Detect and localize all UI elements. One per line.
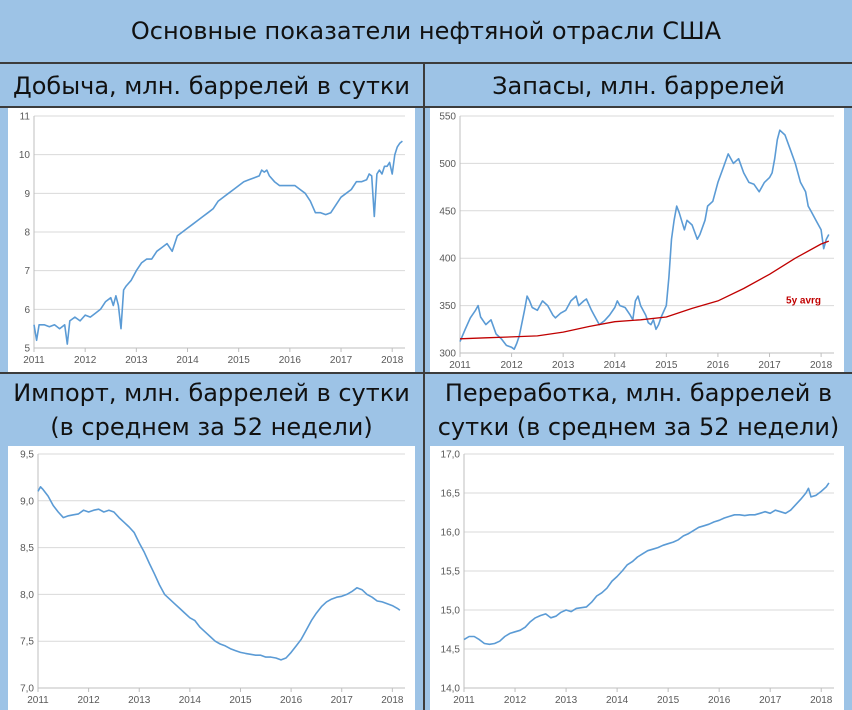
- chart-svg: 14,0 14,5 15,0 15,5 16,0 16,5 17,0 2011 2012 2013…: [441, 450, 834, 706]
- y-tick-label: 14,0: [441, 684, 461, 695]
- y-tick-label: 9,5: [20, 450, 34, 461]
- y-tick-label: 8,0: [20, 590, 34, 601]
- x-tick-label: 2017: [759, 695, 782, 706]
- x-tick-label: 2015: [228, 355, 251, 366]
- x-tick-label: 2017: [330, 355, 353, 366]
- y-tick-label: 15,0: [441, 606, 461, 617]
- x-tick-label: 2017: [331, 695, 354, 706]
- header-production: Добыча, млн. баррелей в сутки: [0, 64, 423, 108]
- y-tick-label: 16,5: [441, 489, 461, 500]
- chart-svg: 7,0 7,5 8,0 8,5 9,0 9,5 2011 2012 2013 2014 2015 20…: [20, 450, 405, 706]
- x-tick-label: 2018: [810, 360, 833, 371]
- x-tick-label: 2014: [606, 695, 629, 706]
- header-stocks-text: Запасы, млн. баррелей: [492, 72, 785, 100]
- x-tick-label: 2014: [179, 695, 202, 706]
- y-tick-label: 300: [439, 349, 456, 360]
- y-tick-label: 16,0: [441, 528, 461, 539]
- chart-svg: 300 350 400 450 500 550 2011 2012 2013 2014 2015 20…: [439, 112, 834, 371]
- chart-stocks: 300 350 400 450 500 550 2011 2012 2013 2014 2015 20…: [430, 108, 844, 372]
- annotation-5y-avrg: 5y avrg: [786, 296, 821, 307]
- x-tick-label: 2011: [23, 355, 45, 366]
- chart-production: 5 6 7 8 9 10 11 2011 2012 2013 2014 2015 2016 2017 201…: [8, 108, 415, 372]
- x-tick-label: 2012: [77, 695, 100, 706]
- x-tick-label: 2018: [381, 695, 404, 706]
- y-tick-label: 550: [439, 112, 456, 123]
- x-tick-label: 2013: [555, 695, 578, 706]
- y-tick-label: 11: [20, 112, 31, 123]
- header-refining-text: Переработка, млн. баррелей в сутки (в ср…: [437, 379, 840, 441]
- x-tick-label: 2011: [449, 360, 471, 371]
- header-imports-text: Импорт, млн. баррелей в сутки (в среднем…: [13, 379, 410, 441]
- x-tick-label: 2013: [128, 695, 151, 706]
- y-tick-label: 15,5: [441, 567, 461, 578]
- page-title: Основные показатели нефтяной отрасли США: [130, 17, 722, 45]
- page-title-bar: Основные показатели нефтяной отрасли США: [0, 0, 852, 64]
- y-tick-label: 500: [439, 159, 456, 170]
- x-tick-label: 2017: [758, 360, 781, 371]
- x-tick-label: 2012: [504, 695, 527, 706]
- chart-imports: 7,0 7,5 8,0 8,5 9,0 9,5 2011 2012 2013 2014 2015 20…: [8, 446, 415, 710]
- header-stocks: Запасы, млн. баррелей: [425, 64, 852, 108]
- y-tick-label: 7: [24, 266, 30, 277]
- header-refining: Переработка, млн. баррелей в сутки (в ср…: [425, 374, 852, 446]
- x-tick-label: 2016: [707, 360, 730, 371]
- y-tick-label: 7,5: [20, 637, 34, 648]
- x-tick-label: 2011: [453, 695, 475, 706]
- y-tick-label: 400: [439, 254, 456, 265]
- y-tick-label: 5: [24, 344, 30, 355]
- y-tick-label: 14,5: [441, 645, 461, 656]
- y-tick-label: 6: [24, 305, 30, 316]
- series-line: [459, 129, 830, 350]
- x-tick-label: 2015: [229, 695, 252, 706]
- x-tick-label: 2012: [500, 360, 523, 371]
- y-tick-label: 10: [19, 150, 31, 161]
- y-tick-label: 7,0: [20, 684, 34, 695]
- chart-svg: 5 6 7 8 9 10 11 2011 2012 2013 2014 2015 2016 2017 201…: [19, 112, 405, 366]
- y-tick-label: 17,0: [441, 450, 461, 461]
- series-line-5y-average: [459, 240, 830, 340]
- series-line: [33, 140, 403, 345]
- x-tick-label: 2015: [655, 360, 678, 371]
- series-line: [37, 486, 401, 661]
- x-tick-label: 2011: [27, 695, 49, 706]
- x-tick-label: 2013: [125, 355, 148, 366]
- x-tick-label: 2018: [381, 355, 404, 366]
- x-tick-label: 2016: [280, 695, 303, 706]
- y-tick-label: 9: [24, 189, 30, 200]
- y-tick-label: 450: [439, 206, 456, 217]
- x-tick-label: 2012: [74, 355, 97, 366]
- divider-middle: [0, 372, 852, 374]
- chart-refining: 14,0 14,5 15,0 15,5 16,0 16,5 17,0 2011 2012 2013…: [430, 446, 844, 710]
- divider-vertical: [423, 64, 425, 710]
- y-tick-label: 9,0: [20, 496, 34, 507]
- y-tick-label: 8: [24, 228, 30, 239]
- x-tick-label: 2014: [604, 360, 627, 371]
- y-tick-label: 350: [439, 301, 456, 312]
- divider-top-header: [0, 106, 852, 108]
- header-production-text: Добыча, млн. баррелей в сутки: [12, 72, 411, 100]
- x-tick-label: 2015: [657, 695, 680, 706]
- x-tick-label: 2013: [552, 360, 575, 371]
- x-tick-label: 2016: [279, 355, 302, 366]
- x-tick-label: 2018: [810, 695, 833, 706]
- header-imports: Импорт, млн. баррелей в сутки (в среднем…: [0, 374, 423, 446]
- series-line: [463, 482, 830, 646]
- y-tick-label: 8,5: [20, 543, 34, 554]
- x-tick-label: 2014: [176, 355, 199, 366]
- x-tick-label: 2016: [708, 695, 731, 706]
